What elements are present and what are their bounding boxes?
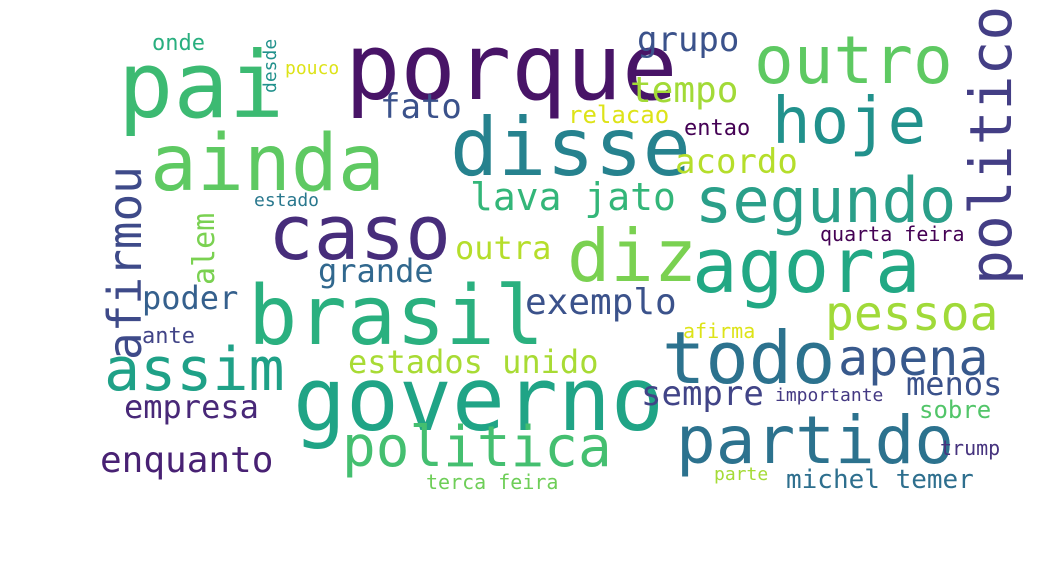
word-porque: porque bbox=[345, 14, 678, 121]
word-ante: ante bbox=[142, 324, 195, 349]
word-tempo: tempo bbox=[630, 70, 739, 111]
word-entao: entao bbox=[684, 116, 751, 141]
word-terca-feira: terca feira bbox=[426, 470, 559, 494]
word-outra: outra bbox=[455, 229, 552, 267]
word-pai: pai bbox=[118, 32, 285, 139]
word-assim: assim bbox=[104, 335, 285, 405]
word-menos: menos bbox=[906, 365, 1003, 403]
word-brasil: brasil bbox=[248, 269, 545, 364]
word-empresa: empresa bbox=[124, 388, 259, 426]
word-michel-temer: michel temer bbox=[786, 465, 974, 495]
word-grupo: grupo bbox=[637, 20, 740, 60]
word-relacao: relacao bbox=[568, 101, 670, 129]
word-alem: alem bbox=[187, 212, 222, 285]
word-exemplo: exemplo bbox=[525, 282, 677, 323]
word-quarta-feira: quarta feira bbox=[820, 222, 965, 246]
word-fato: fato bbox=[380, 87, 462, 127]
word-ainda: ainda bbox=[150, 119, 385, 209]
word-enquanto: enquanto bbox=[100, 440, 274, 481]
word-sobre: sobre bbox=[919, 396, 992, 424]
word-estados-unido: estados unido bbox=[348, 343, 599, 381]
word-desde: desde bbox=[260, 38, 281, 93]
word-estado: estado bbox=[254, 190, 320, 211]
word-acordo: acordo bbox=[675, 142, 798, 182]
word-grande: grande bbox=[318, 252, 434, 290]
word-afirma: afirma bbox=[683, 319, 756, 343]
word-caso: caso bbox=[268, 188, 452, 277]
word-parte: parte bbox=[714, 464, 769, 485]
word-governo: governo bbox=[293, 348, 664, 451]
word-segundo: segundo bbox=[695, 164, 957, 237]
word-lava-jato: lava jato bbox=[470, 175, 676, 219]
word-disse: disse bbox=[450, 101, 691, 194]
word-todo: todo bbox=[662, 316, 836, 400]
word-outro: outro bbox=[754, 22, 953, 99]
word-pessoa: pessoa bbox=[825, 286, 999, 342]
word-sempre: sempre bbox=[641, 374, 764, 414]
word-politico: politico bbox=[957, 5, 1025, 285]
word-onde: onde bbox=[152, 31, 205, 56]
word-pouco: pouco bbox=[285, 58, 340, 79]
word-importante: importante bbox=[775, 385, 884, 406]
word-partido: partido bbox=[676, 402, 955, 479]
word-poder: poder bbox=[142, 279, 239, 317]
word-hoje: hoje bbox=[772, 85, 927, 159]
word-agora: agora bbox=[692, 221, 921, 310]
word-diz: diz bbox=[567, 214, 698, 298]
word-apena: apena bbox=[838, 329, 989, 387]
word-politica: politica bbox=[342, 415, 612, 480]
word-trump: trump bbox=[940, 436, 1001, 460]
